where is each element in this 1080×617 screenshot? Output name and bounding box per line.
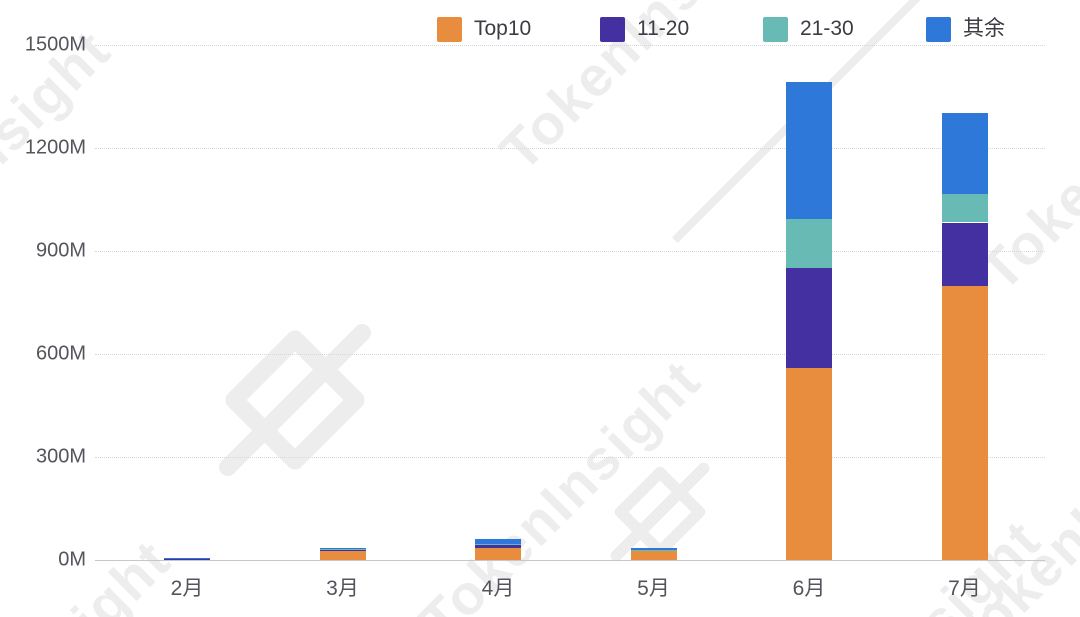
y-axis-tick-0M: 0M [58,548,86,571]
x-axis-tick-3月: 3月 [326,577,359,600]
bar-segment-7月-Top10[interactable] [941,286,988,560]
bar-segment-5月-Top10[interactable] [630,551,677,560]
y-axis-tick-600M: 600M [35,342,86,365]
legend-item-rest[interactable]: 其余 [926,16,1005,42]
x-axis-tick-5月: 5月 [637,577,670,600]
bar-segment-6月-Top10[interactable] [786,368,832,560]
bar-segment-4月-21-30[interactable] [475,544,521,545]
bar-segment-6月-11-20[interactable] [786,268,832,369]
x-axis-tick-7月: 7月 [948,577,981,600]
y-axis-tick-900M: 900M [35,239,86,262]
bar-segment-4月-Top10[interactable] [475,547,521,560]
legend-swatch-top10 [437,16,462,42]
y-axis-tick-1200M: 1200M [24,136,86,159]
bar-segment-3月-11-20[interactable] [319,549,366,552]
legend-swatch-rest [926,16,951,42]
gridline-300M [95,457,1045,458]
x-axis-tick-6月: 6月 [792,577,826,600]
legend-swatch-11-20 [600,16,625,42]
bar-segment-5月-其余[interactable] [630,547,677,550]
bar-segment-6月-其余[interactable] [786,82,832,220]
gridline-900M [95,251,1045,252]
bar-segment-3月-其余[interactable] [319,547,366,549]
bar-segment-5月-11-20[interactable] [630,550,677,552]
bar-segment-7月-21-30[interactable] [941,194,988,223]
legend-item-top10[interactable]: Top10 [437,16,531,42]
gridline-1200M [95,148,1045,149]
x-axis-tick-2月: 2月 [170,577,204,600]
tokeninsight-logo-watermark-icon [219,324,372,477]
x-axis-tick-4月: 4月 [481,577,515,600]
bar-segment-6月-21-30[interactable] [786,219,832,269]
legend-label-21-30: 21-30 [800,17,854,40]
bar-segment-7月-11-20[interactable] [941,222,988,287]
legend-item-11-20[interactable]: 11-20 [600,16,689,42]
legend-label-rest: 其余 [963,17,1005,40]
bar-segment-3月-Top10[interactable] [319,551,366,560]
y-axis-tick-300M: 300M [35,445,86,468]
bar-segment-2月-Top10[interactable] [164,558,210,560]
bar-segment-4月-其余[interactable] [475,538,521,545]
legend-swatch-21-30 [763,16,788,42]
legend: Top10 11-20 21-30 其余 [0,16,1080,44]
y-axis-tick-1500M: 1500M [24,33,86,56]
gridline-1500M [95,45,1045,46]
bar-segment-4月-11-20[interactable] [475,544,521,548]
legend-item-21-30[interactable]: 21-30 [763,16,854,42]
gridline-600M [95,354,1045,355]
gridline-0M [95,560,1045,561]
bar-segment-5月-21-30[interactable] [630,549,677,551]
bar-segment-7月-其余[interactable] [941,112,988,195]
legend-label-11-20: 11-20 [637,17,690,40]
legend-label-top10: Top10 [474,17,532,40]
